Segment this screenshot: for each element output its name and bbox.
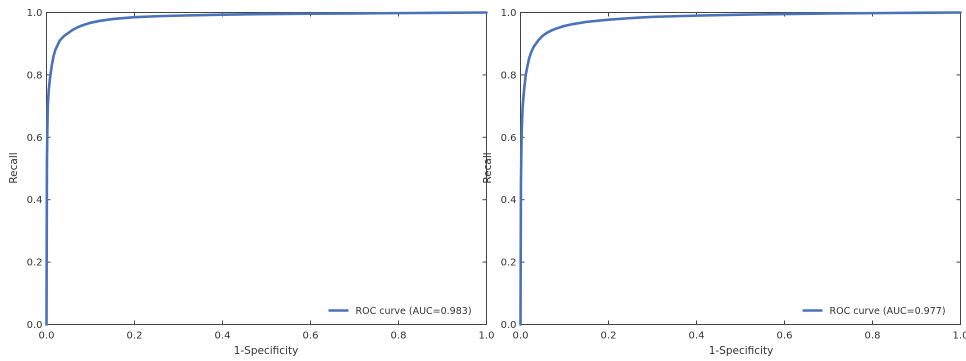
x-tick-label: 0.2 bbox=[601, 331, 617, 342]
y-axis-label: Recall bbox=[482, 152, 494, 183]
roc-curve-line bbox=[45, 11, 488, 326]
x-tick-label: 1.0 bbox=[479, 331, 495, 342]
y-tick-label: 1.0 bbox=[501, 8, 517, 19]
roc-curve-line bbox=[519, 11, 962, 326]
plot-frame bbox=[46, 12, 487, 325]
y-tick-label: 0.8 bbox=[501, 70, 517, 81]
x-tick-label: 0.8 bbox=[391, 331, 407, 342]
y-tick-label: 0.8 bbox=[27, 70, 43, 81]
plot-frame bbox=[520, 12, 961, 325]
x-tick-label: 0.6 bbox=[777, 331, 793, 342]
x-axis-label: 1-Specificity bbox=[234, 345, 299, 357]
x-tick-label: 0.2 bbox=[127, 331, 143, 342]
y-tick-label: 0.2 bbox=[27, 258, 43, 269]
legend-label: ROC curve (AUC=0.983) bbox=[356, 306, 472, 317]
x-tick-label: 0.4 bbox=[689, 331, 705, 342]
x-tick-label: 0.8 bbox=[865, 331, 881, 342]
roc-chart-left: 1-Specificity Recall 0.0 0.2 0.4 0.6 0.8 1.0 0… bbox=[8, 8, 494, 357]
y-tick-label: 0.6 bbox=[27, 133, 43, 144]
x-tick-label: 0.6 bbox=[303, 331, 319, 342]
y-tick-label: 0.2 bbox=[501, 258, 517, 269]
x-tick-label: 0.0 bbox=[513, 331, 529, 342]
y-tick-label: 0.0 bbox=[501, 320, 517, 331]
y-tick-label: 0.6 bbox=[501, 133, 517, 144]
y-tick-label: 0.4 bbox=[27, 195, 43, 206]
roc-chart-right: 1-Specificity Recall 0.0 0.2 0.4 0.6 0.8 1.0 0… bbox=[482, 8, 966, 357]
y-tick-label: 0.4 bbox=[501, 195, 517, 206]
legend-label: ROC curve (AUC=0.977) bbox=[830, 306, 946, 317]
x-tick-label: 0.4 bbox=[215, 331, 231, 342]
x-tick-label: 0.0 bbox=[39, 331, 55, 342]
x-axis-label: 1-Specificity bbox=[709, 345, 774, 357]
y-tick-label: 1.0 bbox=[27, 8, 43, 19]
y-axis-label: Recall bbox=[8, 152, 20, 183]
x-tick-label: 1.0 bbox=[953, 331, 966, 342]
y-tick-label: 0.0 bbox=[27, 320, 43, 331]
